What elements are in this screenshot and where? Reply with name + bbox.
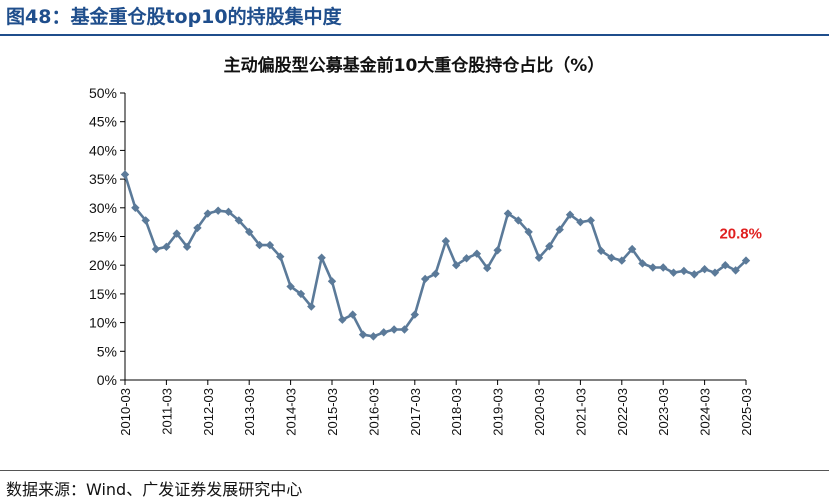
data-point bbox=[441, 236, 451, 246]
data-point bbox=[141, 216, 150, 225]
data-point bbox=[182, 242, 192, 252]
data-point bbox=[545, 242, 554, 251]
data-point bbox=[348, 310, 357, 319]
data-point bbox=[617, 256, 626, 265]
y-tick-label: 0% bbox=[97, 372, 117, 388]
data-point bbox=[172, 229, 181, 238]
x-tick-label: 2010-03 bbox=[118, 388, 133, 436]
x-tick-label: 2021-03 bbox=[573, 388, 588, 436]
series-line bbox=[123, 174, 747, 338]
data-point bbox=[265, 240, 275, 250]
data-point bbox=[586, 216, 595, 225]
data-point bbox=[565, 210, 575, 219]
data-point bbox=[596, 246, 606, 256]
data-point bbox=[400, 325, 409, 334]
data-point bbox=[648, 263, 658, 272]
x-tick-label: 2015-03 bbox=[325, 388, 340, 436]
data-point bbox=[493, 246, 502, 255]
x-tick-label: 2023-03 bbox=[656, 388, 671, 436]
data-point bbox=[213, 206, 223, 215]
data-point bbox=[555, 225, 564, 234]
data-point bbox=[627, 244, 637, 254]
y-tick-label: 40% bbox=[89, 142, 117, 158]
data-point bbox=[151, 244, 161, 254]
x-tick-label: 2020-03 bbox=[532, 388, 547, 436]
x-axis: 2010-03 2011-03 2012-03 2013-03 2014-03 2015-… bbox=[118, 379, 754, 436]
title-divider bbox=[0, 34, 829, 36]
chart-title: 主动偏股型公募基金前10大重仓股持仓占比（%） bbox=[224, 55, 605, 76]
data-point bbox=[234, 216, 244, 225]
data-point bbox=[255, 240, 264, 250]
data-point bbox=[669, 268, 678, 277]
data-point bbox=[534, 253, 544, 262]
y-tick-label: 10% bbox=[89, 315, 117, 331]
x-tick-label: 2017-03 bbox=[408, 388, 423, 436]
data-point bbox=[638, 259, 647, 268]
data-point bbox=[162, 242, 171, 252]
data-point bbox=[462, 254, 471, 263]
x-tick-label: 2014-03 bbox=[284, 388, 299, 436]
data-point bbox=[224, 207, 233, 217]
x-tick-label: 2012-03 bbox=[201, 388, 216, 436]
data-point bbox=[286, 282, 295, 291]
last-value-label: 20.8% bbox=[719, 226, 762, 243]
data-point bbox=[410, 310, 419, 319]
y-axis: 0% 5% 10% 15% 20% 25% 30% 35% 40% 45% 50% bbox=[89, 85, 126, 388]
x-tick-label: 2019-03 bbox=[491, 388, 506, 436]
series-line-group bbox=[120, 170, 751, 341]
data-point bbox=[203, 209, 212, 218]
data-point bbox=[276, 252, 285, 261]
data-point bbox=[317, 253, 326, 262]
data-point bbox=[431, 269, 440, 279]
data-point bbox=[131, 203, 140, 212]
data-point bbox=[338, 315, 347, 324]
data-point bbox=[327, 277, 337, 286]
data-point bbox=[700, 265, 709, 274]
data-point bbox=[690, 270, 699, 279]
x-tick-label: 2022-03 bbox=[615, 388, 630, 436]
data-point bbox=[193, 223, 202, 233]
data-point bbox=[389, 325, 399, 334]
data-point bbox=[607, 253, 616, 262]
y-tick-label: 50% bbox=[89, 85, 117, 101]
data-point bbox=[307, 302, 316, 311]
data-point bbox=[679, 266, 689, 276]
y-tick-label: 30% bbox=[89, 200, 117, 216]
line-chart: 主动偏股型公募基金前10大重仓股持仓占比（%） 0% 5% 10% 15% 20% 25%… bbox=[89, 55, 762, 436]
x-tick-label: 2024-03 bbox=[698, 388, 713, 436]
x-tick-label: 2013-03 bbox=[242, 388, 257, 436]
data-point bbox=[420, 274, 430, 284]
source-note: 数据来源：Wind、广发证券发展研究中心 bbox=[6, 480, 303, 499]
data-point bbox=[524, 227, 533, 237]
data-point bbox=[741, 256, 751, 265]
data-point bbox=[710, 268, 720, 277]
data-point bbox=[245, 227, 254, 237]
y-tick-label: 45% bbox=[89, 114, 117, 130]
x-tick-label: 2018-03 bbox=[449, 388, 464, 436]
data-point bbox=[483, 263, 492, 273]
data-point bbox=[514, 216, 523, 225]
data-point bbox=[576, 217, 585, 227]
data-point bbox=[503, 209, 513, 218]
data-point bbox=[120, 170, 130, 179]
data-point bbox=[452, 261, 461, 270]
y-tick-label: 35% bbox=[89, 171, 117, 187]
data-point bbox=[659, 263, 668, 272]
x-tick-label: 2011-03 bbox=[159, 388, 174, 435]
y-tick-label: 15% bbox=[89, 286, 117, 302]
data-point bbox=[369, 332, 378, 341]
y-tick-label: 20% bbox=[89, 257, 117, 273]
figure-title: 图48：基金重仓股top10的持股集中度 bbox=[6, 6, 342, 28]
data-point bbox=[379, 328, 388, 337]
x-tick-label: 2025-03 bbox=[739, 388, 754, 436]
data-point bbox=[296, 289, 306, 299]
x-tick-label: 2016-03 bbox=[366, 388, 381, 436]
source-divider bbox=[0, 470, 829, 471]
data-point bbox=[358, 330, 368, 339]
y-tick-label: 25% bbox=[89, 229, 117, 245]
data-point bbox=[472, 249, 482, 258]
data-point bbox=[721, 261, 730, 270]
y-tick-label: 5% bbox=[97, 343, 117, 359]
